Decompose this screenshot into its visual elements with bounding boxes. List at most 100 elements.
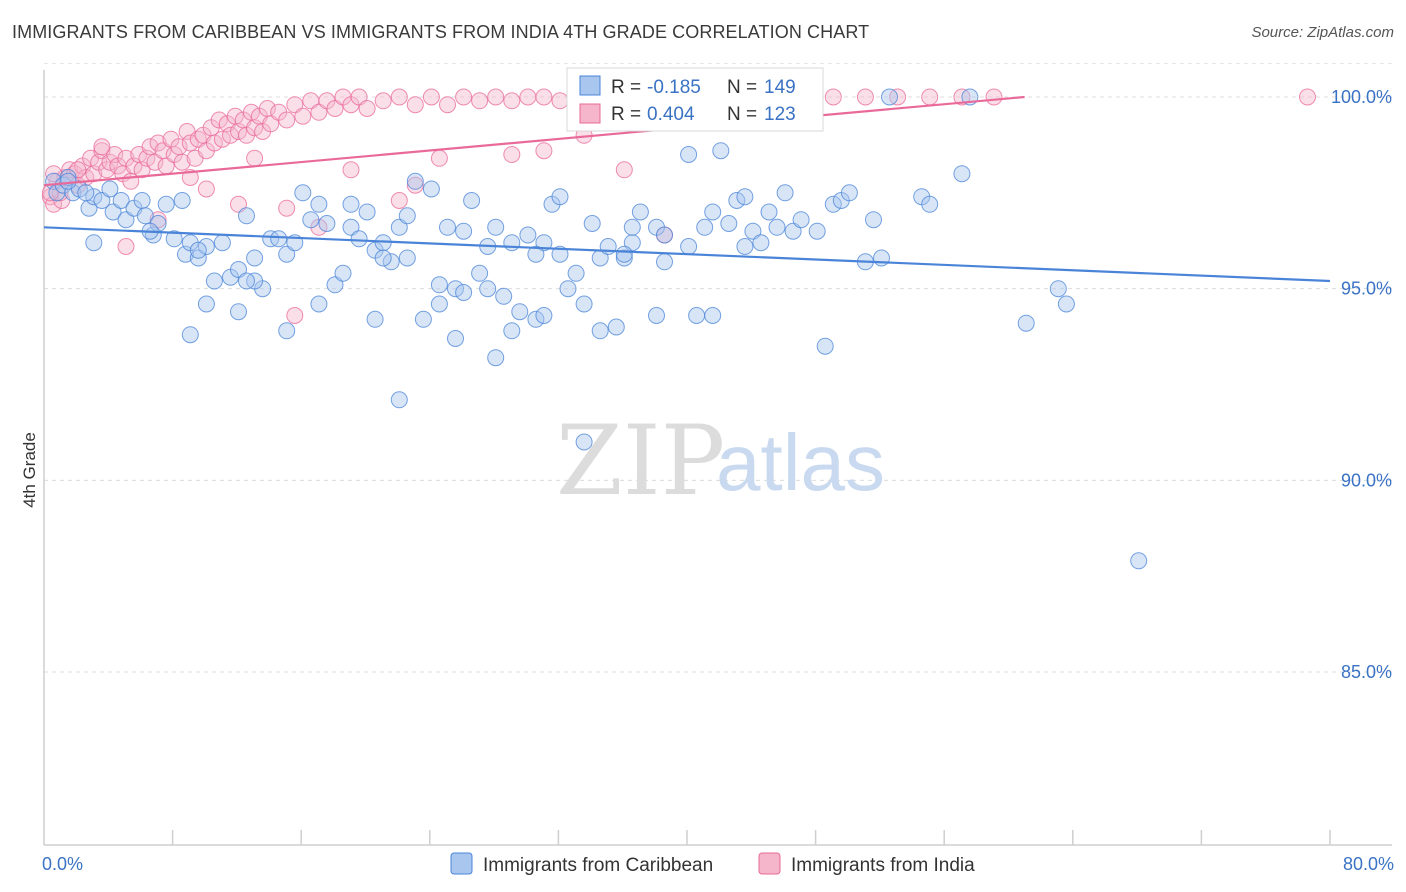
x-tick-label-max: 80.0% xyxy=(1343,854,1394,874)
y-tick-label: 85.0% xyxy=(1341,662,1392,682)
caribbean-point xyxy=(471,264,489,282)
caribbean-point xyxy=(59,172,77,190)
bottom-legend-label-caribbean: Immigrants from Caribbean xyxy=(483,855,713,876)
caribbean-point xyxy=(398,249,416,267)
india-point xyxy=(455,88,473,106)
caribbean-point xyxy=(495,287,513,305)
caribbean-trend-line xyxy=(43,226,1331,283)
caribbean-point xyxy=(165,230,183,248)
caribbean-point xyxy=(696,218,714,236)
caribbean-point xyxy=(808,222,826,240)
caribbean-point xyxy=(406,172,424,190)
stats-legend: R = -0.185 N = 149 R = 0.404 N = 123 xyxy=(566,67,824,132)
india-point xyxy=(856,88,874,106)
caribbean-point xyxy=(567,264,585,282)
y-tick-label: 90.0% xyxy=(1341,470,1392,490)
india-point xyxy=(286,307,304,324)
caribbean-point xyxy=(591,322,609,340)
caribbean-point xyxy=(270,230,288,248)
caribbean-point xyxy=(439,218,456,236)
caribbean-point xyxy=(487,218,505,236)
india-point xyxy=(358,100,376,117)
bottom-legend-swatch-india xyxy=(758,852,781,875)
stats-legend-box xyxy=(566,67,824,132)
caribbean-point xyxy=(246,249,264,267)
caribbean-point xyxy=(238,272,255,290)
india-point xyxy=(519,88,537,106)
india-point xyxy=(213,130,231,148)
india-point xyxy=(390,88,408,106)
y-tick-labels: 85.0% 90.0% 95.0% 100.0% xyxy=(1331,87,1392,682)
india-point xyxy=(390,192,408,209)
caribbean-point xyxy=(358,203,376,221)
caribbean-point xyxy=(503,322,521,340)
india-point xyxy=(824,88,842,106)
caribbean-point xyxy=(752,234,770,252)
india-point xyxy=(615,161,633,179)
india-point xyxy=(422,88,440,106)
india-point xyxy=(146,153,164,171)
caribbean-point xyxy=(157,195,175,213)
caribbean-point xyxy=(1130,552,1148,570)
caribbean-point xyxy=(519,226,537,244)
caribbean-point xyxy=(447,330,464,347)
caribbean-point xyxy=(302,211,320,229)
caribbean-point xyxy=(59,169,77,186)
caribbean-point xyxy=(136,207,154,225)
india-point xyxy=(117,238,135,255)
x-tick-label-min: 0.0% xyxy=(42,854,83,874)
caribbean-point xyxy=(648,307,665,324)
caribbean-point xyxy=(181,326,199,344)
watermark-zip: ZIP xyxy=(556,405,725,517)
india-point xyxy=(93,138,111,156)
caribbean-point xyxy=(85,234,103,252)
bottom-legend: Immigrants from Caribbean Immigrants fro… xyxy=(450,852,975,876)
caribbean-point xyxy=(334,264,352,282)
caribbean-point xyxy=(704,307,722,324)
caribbean-point xyxy=(278,322,296,340)
caribbean-point xyxy=(511,303,529,321)
legend-n-value-2: 123 xyxy=(764,104,796,125)
caribbean-point xyxy=(607,318,625,336)
caribbean-point xyxy=(527,310,545,328)
caribbean-point xyxy=(656,253,673,271)
caribbean-point xyxy=(680,238,698,255)
caribbean-point xyxy=(278,245,296,263)
caribbean-point xyxy=(736,238,754,255)
caribbean-point xyxy=(615,249,633,267)
caribbean-point xyxy=(455,222,473,240)
caribbean-point xyxy=(953,165,971,183)
caribbean-point xyxy=(921,195,939,213)
caribbean-point xyxy=(559,280,577,298)
caribbean-point xyxy=(688,307,706,324)
x-tick-marks xyxy=(171,830,1331,845)
chart-source: Source: ZipAtlas.com xyxy=(1251,24,1394,41)
caribbean-point xyxy=(104,203,122,221)
caribbean-point xyxy=(527,245,545,263)
legend-r-value-2: 0.404 xyxy=(647,104,695,125)
india-point xyxy=(205,134,223,152)
caribbean-point xyxy=(310,295,328,313)
bottom-legend-swatch-caribbean xyxy=(450,852,473,875)
caribbean-point xyxy=(615,245,633,263)
caribbean-point xyxy=(422,180,440,198)
caribbean-point xyxy=(310,195,328,213)
caribbean-point xyxy=(792,211,810,229)
caribbean-point xyxy=(704,203,722,221)
caribbean-point xyxy=(720,215,738,232)
caribbean-point xyxy=(374,249,392,267)
india-point xyxy=(406,96,424,114)
trend-lines xyxy=(43,95,1331,283)
india-point xyxy=(210,111,228,129)
caribbean-point xyxy=(840,184,858,202)
india-point xyxy=(503,146,521,163)
caribbean-point xyxy=(197,238,215,255)
caribbean-point xyxy=(390,391,408,409)
legend-r-value-1: -0.185 xyxy=(647,77,701,98)
y-tick-label: 100.0% xyxy=(1331,87,1392,107)
caribbean-point xyxy=(85,188,103,206)
caribbean-point xyxy=(342,218,360,236)
caribbean-point xyxy=(865,211,882,229)
caribbean-point xyxy=(238,207,255,225)
